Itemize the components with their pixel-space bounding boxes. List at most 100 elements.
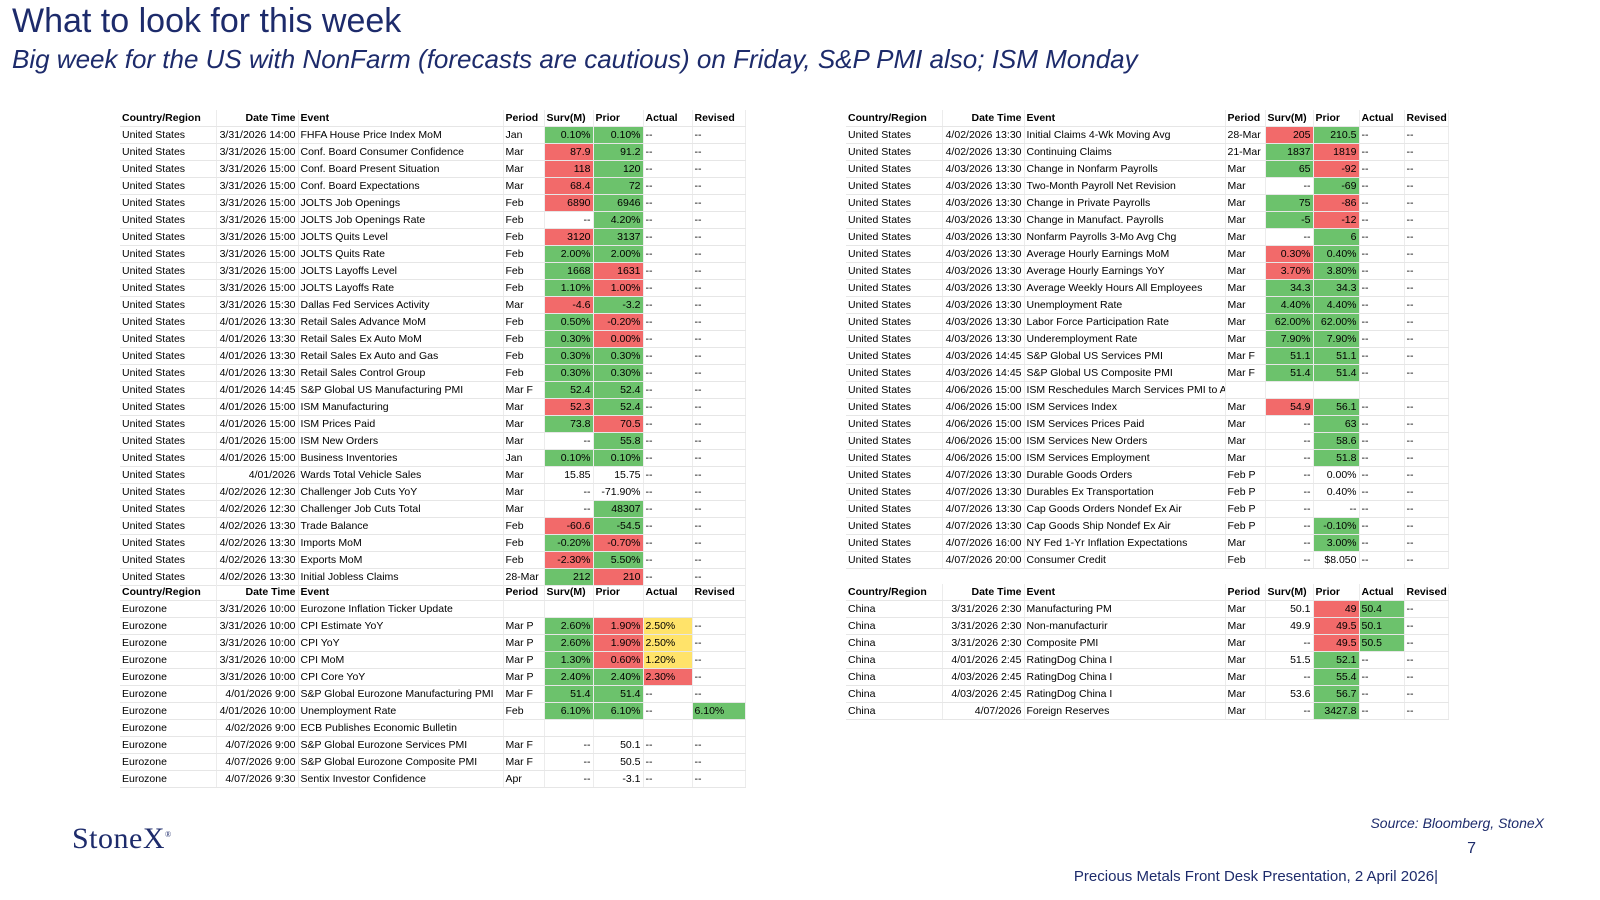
revised-cell: -- (1404, 551, 1449, 569)
period-cell: Mar F (1225, 364, 1266, 382)
event-cell: NY Fed 1-Yr Inflation Expectations (1024, 534, 1226, 552)
period-cell: Mar (1225, 600, 1266, 618)
prior-cell: 51.4 (593, 685, 644, 703)
table-row: Eurozone 4/02/2026 9:00 ECB Publishes Econ… (120, 719, 746, 737)
actual-cell: -- (643, 466, 693, 484)
event-cell: Retail Sales Ex Auto and Gas (298, 347, 504, 365)
datetime-cell: 4/02/2026 13:30 (942, 126, 1025, 144)
region-cell: United States (120, 534, 217, 552)
prior-cell: 2.40% (593, 668, 644, 686)
actual-cell: -- (1359, 702, 1405, 720)
region-cell: United States (120, 177, 217, 195)
datetime-cell: 3/31/2026 15:00 (216, 262, 299, 280)
column-header: Prior (593, 110, 644, 127)
actual-cell: -- (643, 143, 693, 161)
revised-cell: -- (1404, 194, 1449, 212)
region-cell: Eurozone (120, 668, 217, 686)
table-row: United States 4/01/2026 15:00 ISM New Orde… (120, 432, 746, 450)
region-cell: United States (120, 415, 217, 433)
datetime-cell: 4/03/2026 13:30 (942, 330, 1025, 348)
revised-cell: -- (1404, 534, 1449, 552)
prior-cell: 0.00% (1313, 466, 1360, 484)
actual-cell: -- (643, 160, 693, 178)
prior-cell: 6 (1313, 228, 1360, 246)
column-header: Event (298, 584, 504, 601)
actual-cell: -- (1359, 668, 1405, 686)
period-cell: Mar P (503, 617, 545, 635)
revised-cell: -- (1404, 143, 1449, 161)
period-cell (503, 600, 545, 618)
revised-cell: -- (692, 736, 746, 754)
actual-cell: -- (643, 483, 693, 501)
event-cell: Eurozone Inflation Ticker Update (298, 600, 504, 618)
table-row: United States 4/02/2026 12:30 Challenger J… (120, 483, 746, 501)
event-cell: CPI Core YoY (298, 668, 504, 686)
revised-cell: -- (1404, 466, 1449, 484)
period-cell: Feb (503, 313, 545, 331)
actual-cell: 2.50% (643, 617, 693, 635)
revised-cell: -- (1404, 483, 1449, 501)
event-cell: Dallas Fed Services Activity (298, 296, 504, 314)
region-cell: United States (120, 551, 217, 569)
event-cell: ISM Services Index (1024, 398, 1226, 416)
column-header: Date Time (216, 110, 299, 127)
actual-cell: -- (643, 415, 693, 433)
actual-cell: 50.4 (1359, 600, 1405, 618)
revised-cell: -- (1404, 228, 1449, 246)
region-cell: United States (846, 500, 943, 518)
prior-cell: 3.80% (1313, 262, 1360, 280)
table-row: United States 4/01/2026 15:00 Business Inv… (120, 449, 746, 467)
survey-cell: 7.90% (1265, 330, 1314, 348)
column-header: Period (503, 584, 545, 601)
region-cell: United States (846, 245, 943, 263)
column-header: Country/Region (120, 110, 217, 127)
event-cell: CPI MoM (298, 651, 504, 669)
survey-cell: 50.1 (1265, 600, 1314, 618)
period-cell: Mar P (503, 651, 545, 669)
revised-cell: -- (1404, 500, 1449, 518)
prior-cell: 5.50% (593, 551, 644, 569)
actual-cell: -- (1359, 211, 1405, 229)
period-cell: Mar (503, 415, 545, 433)
prior-cell: 55.4 (1313, 668, 1360, 686)
datetime-cell: 3/31/2026 15:00 (216, 211, 299, 229)
column-header: Country/Region (846, 110, 943, 127)
revised-cell: -- (1404, 517, 1449, 535)
revised-cell: -- (692, 432, 746, 450)
survey-cell: 2.40% (544, 668, 594, 686)
actual-cell: -- (643, 228, 693, 246)
header-row: Country/Region Date Time Event Period Surv(M… (120, 584, 746, 601)
survey-cell: 205 (1265, 126, 1314, 144)
actual-cell: -- (643, 211, 693, 229)
region-cell: Eurozone (120, 600, 217, 618)
event-cell: CPI Estimate YoY (298, 617, 504, 635)
region-cell: United States (120, 262, 217, 280)
region-cell: United States (846, 211, 943, 229)
period-cell: Feb (503, 211, 545, 229)
column-header: Country/Region (120, 584, 217, 601)
actual-cell: 50.5 (1359, 634, 1405, 652)
region-cell: United States (846, 483, 943, 501)
table-row: Eurozone 4/07/2026 9:00 S&P Global Eurozon… (120, 736, 746, 754)
period-cell: Apr (503, 770, 545, 788)
period-cell (1225, 381, 1266, 399)
survey-cell: 52.4 (544, 381, 594, 399)
period-cell: Jan (503, 449, 545, 467)
datetime-cell: 3/31/2026 10:00 (216, 617, 299, 635)
revised-cell: 6.10% (692, 702, 746, 720)
survey-cell: 73.8 (544, 415, 594, 433)
datetime-cell: 4/03/2026 13:30 (942, 279, 1025, 297)
table-row: United States 4/06/2026 15:00 ISM Services… (846, 432, 1449, 450)
revised-cell: -- (692, 347, 746, 365)
datetime-cell: 4/01/2026 2:45 (942, 651, 1025, 669)
prior-cell: $8.050 (1313, 551, 1360, 569)
column-header: Period (1225, 584, 1266, 601)
survey-cell: 1837 (1265, 143, 1314, 161)
table-row: China 4/03/2026 2:45 RatingDog China I Mar -… (846, 668, 1449, 686)
revised-cell: -- (692, 398, 746, 416)
survey-cell: -- (1265, 466, 1314, 484)
period-cell: Feb (1225, 551, 1266, 569)
datetime-cell: 4/01/2026 14:45 (216, 381, 299, 399)
survey-cell: -- (544, 211, 594, 229)
actual-cell: -- (643, 330, 693, 348)
